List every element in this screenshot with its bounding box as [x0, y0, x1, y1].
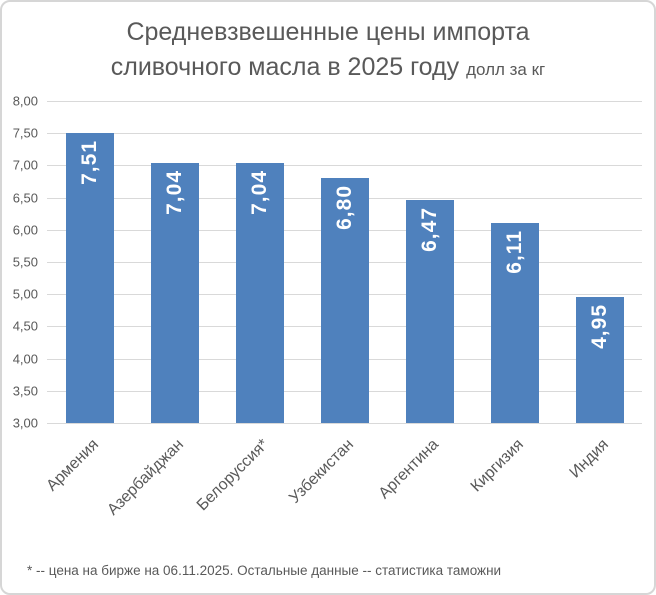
- bar-value-label: 7,04: [247, 169, 271, 215]
- chart-title-line2: сливочного масла в 2025 году долл за кг: [2, 50, 654, 87]
- gridline: [47, 165, 642, 167]
- y-tick-label: 7,50: [12, 125, 38, 141]
- y-tick-label: 5,00: [12, 286, 38, 302]
- y-tick-label: 6,00: [12, 222, 38, 238]
- category-label: Азербайджан: [103, 436, 187, 519]
- bar: 7,51: [65, 132, 114, 423]
- y-tick-label: 8,00: [12, 93, 38, 109]
- bar-value-label: 4,95: [587, 304, 611, 350]
- chart-title-line2-text: сливочного масла в 2025 году: [110, 53, 460, 81]
- y-tick-label: 7,00: [12, 157, 38, 173]
- bar: 7,04: [150, 162, 199, 423]
- category-label: Индия: [566, 436, 612, 482]
- bar: 7,04: [235, 162, 284, 423]
- category-label: Узбекистан: [285, 436, 357, 507]
- y-tick-label: 4,00: [12, 351, 38, 367]
- y-tick-label: 4,50: [12, 318, 38, 334]
- bar-slot: 6,80: [302, 101, 387, 423]
- bar-slot: 6,47: [387, 101, 472, 423]
- footnote: * -- цена на бирже на 06.11.2025. Осталь…: [27, 563, 502, 578]
- gridline: [47, 423, 642, 424]
- y-tick-label: 3,00: [12, 415, 38, 431]
- bar-slot: 6,11: [472, 101, 557, 423]
- bar: 4,95: [575, 297, 624, 423]
- chart-title-line1: Средневзвешенные цены импорта: [126, 18, 530, 46]
- bar-value-label: 6,47: [417, 206, 441, 252]
- bar-slot: 4,95: [557, 101, 642, 423]
- bar-value-label: 6,80: [332, 185, 356, 231]
- y-tick-label: 6,50: [12, 190, 38, 206]
- bar-value-label: 7,04: [162, 169, 186, 215]
- bar-slot: 7,51: [47, 101, 132, 423]
- category-label: Аргентина: [375, 436, 442, 503]
- gridline: [47, 101, 642, 102]
- y-tick-label: 3,50: [12, 383, 38, 399]
- gridline: [47, 133, 642, 135]
- bar: 6,47: [405, 199, 454, 423]
- bar-value-label: 6,11: [502, 229, 526, 274]
- bar: 6,11: [490, 222, 539, 423]
- bar-slot: 7,04: [217, 101, 302, 423]
- chart-title-unit: долл за кг: [466, 60, 546, 79]
- bars-container: 7,51 7,04 7,04 6,80 6,47 6,11 4,95: [47, 101, 642, 423]
- category-label: Армения: [42, 436, 102, 495]
- bar-slot: 7,04: [132, 101, 217, 423]
- y-axis: 8,00 7,50 7,00 6,50 6,00 5,50 5,00 4,50 4,00 3,50…: [2, 94, 40, 431]
- bar-value-label: 7,51: [77, 139, 101, 185]
- category-label: Белоруссия*: [193, 436, 272, 515]
- plot-area: 7,51 7,04 7,04 6,80 6,47 6,11 4,95: [47, 101, 642, 424]
- y-tick-label: 5,50: [12, 254, 38, 270]
- category-label: Киргизия: [467, 436, 527, 496]
- x-axis-labels: Армения Азербайджан Белоруссия* Узбекистан А…: [43, 436, 642, 548]
- bar: 6,80: [320, 178, 369, 423]
- chart-title: Средневзвешенные цены импорта сливочного…: [2, 15, 654, 87]
